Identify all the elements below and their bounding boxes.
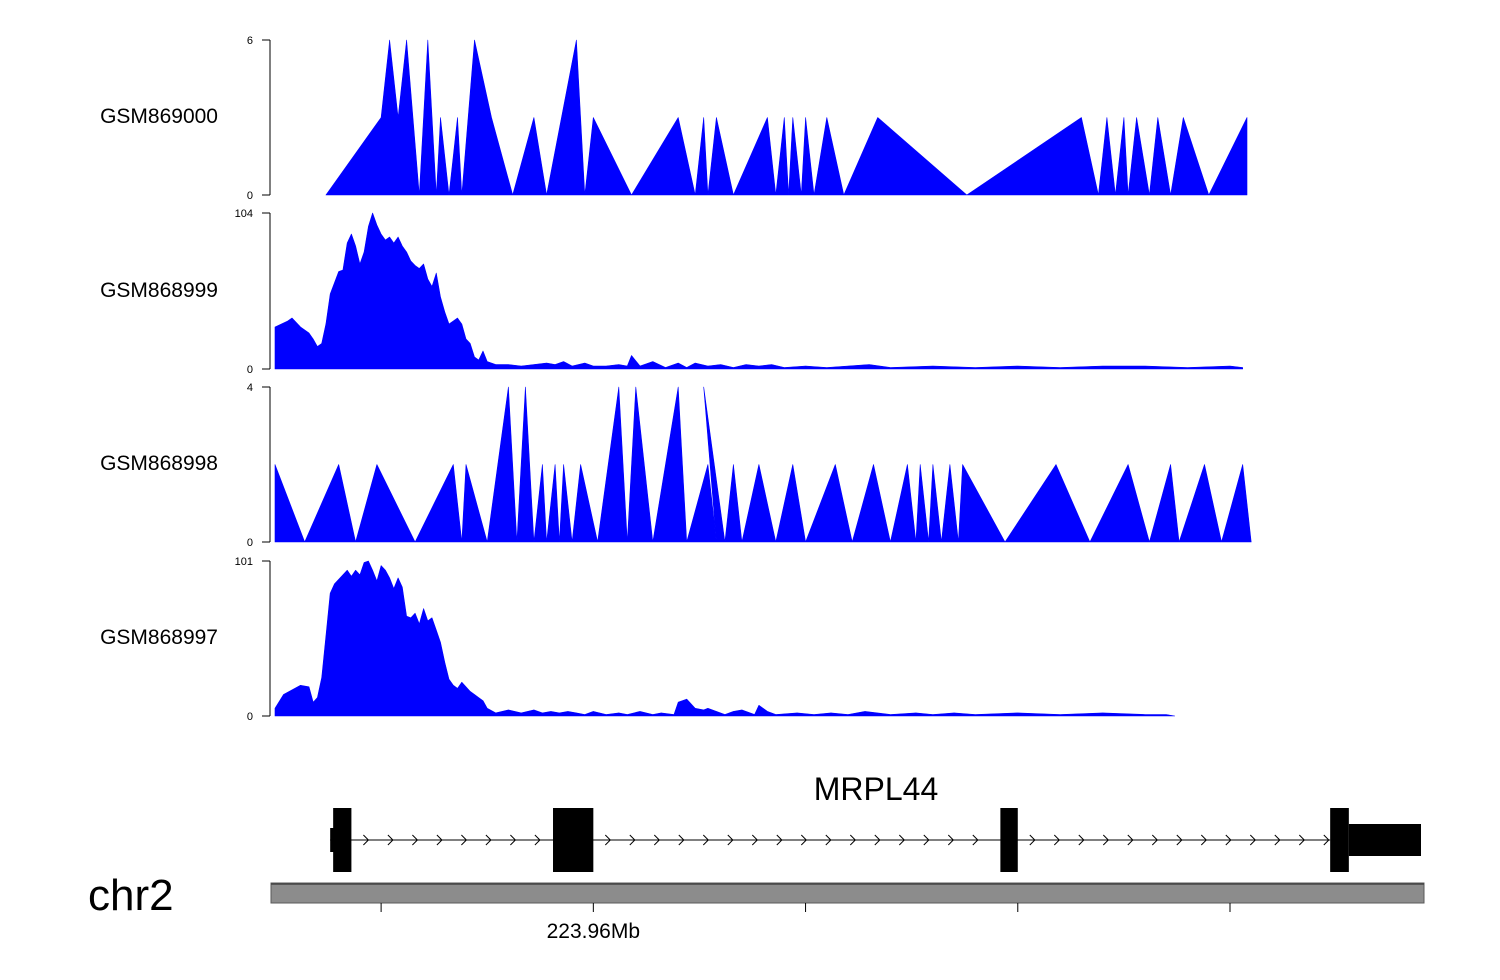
track-gsm868997: GSM868997 101 0: [100, 556, 1176, 723]
strand-chevron: [702, 834, 710, 846]
coverage-area: [325, 39, 1248, 196]
track-gsm868998: GSM868998 4 0: [100, 382, 1252, 549]
track-label: GSM868998: [100, 452, 218, 475]
strand-chevron: [972, 834, 979, 846]
strand-chevron: [653, 834, 661, 846]
strand-chevron: [825, 834, 832, 846]
coverage-area: [274, 560, 1176, 717]
exon-block: [1330, 808, 1349, 872]
strand-chevron: [604, 834, 612, 846]
track-gsm869000: GSM869000 6 0: [100, 35, 1248, 202]
exon-block: [333, 808, 352, 872]
utr-block: [1348, 824, 1421, 856]
y-tick-label-min: 0: [247, 711, 253, 723]
strand-chevron: [1274, 834, 1281, 846]
exon-block: [553, 808, 594, 872]
strand-chevron: [776, 834, 783, 846]
strand-chevron: [363, 834, 370, 846]
strand-chevron: [387, 834, 394, 846]
coverage-area: [274, 386, 1252, 543]
strand-chevron: [1200, 834, 1208, 846]
strand-chevron: [485, 834, 492, 846]
axis-tick-label: 223.96Mb: [547, 920, 640, 943]
gene-track: MRPL44: [330, 771, 1421, 872]
exon-cap: [330, 828, 335, 852]
y-tick-label-max: 6: [247, 35, 253, 47]
strand-chevron: [751, 834, 759, 846]
strand-chevron: [898, 834, 906, 846]
strand-chevron: [727, 834, 734, 846]
strand-chevron: [629, 834, 636, 846]
strand-chevron: [436, 834, 443, 846]
strand-chevron: [1127, 834, 1134, 846]
gene-name-label: MRPL44: [814, 771, 939, 807]
track-gsm868999: GSM868999 104 0: [100, 208, 1243, 376]
track-label: GSM868997: [100, 626, 218, 649]
strand-chevron: [1323, 834, 1330, 846]
strand-chevron: [1102, 834, 1110, 846]
strand-chevron: [1249, 834, 1257, 846]
chromosome-axis: chr2 223.96Mb: [88, 871, 1425, 943]
strand-chevron: [461, 834, 468, 846]
strand-chevron: [1225, 834, 1232, 846]
y-tick-label-max: 101: [235, 556, 253, 568]
strand-chevron: [1176, 834, 1183, 846]
y-tick-label-max: 4: [247, 382, 253, 394]
y-tick-label-min: 0: [247, 364, 253, 376]
strand-chevron: [800, 834, 808, 846]
strand-chevron: [1053, 834, 1061, 846]
chromosome-bar: [270, 882, 1425, 904]
strand-chevron: [1029, 834, 1036, 846]
strand-chevron: [874, 834, 881, 846]
track-label: GSM869000: [100, 105, 218, 128]
strand-chevron: [678, 834, 685, 846]
y-tick-label-max: 104: [235, 208, 253, 220]
track-label: GSM868999: [100, 279, 218, 302]
strand-chevron: [534, 834, 541, 846]
strand-chevron: [1078, 834, 1085, 846]
data-tracks: GSM86900060GSM8689991040GSM86899840GSM86…: [100, 35, 1252, 723]
y-tick-label-min: 0: [247, 190, 253, 202]
strand-chevron: [510, 834, 517, 846]
strand-chevron: [1151, 834, 1159, 846]
strand-chevron: [947, 834, 955, 846]
exon-block: [1000, 808, 1018, 872]
strand-chevron: [849, 834, 857, 846]
strand-chevron: [1298, 834, 1306, 846]
y-tick-label-min: 0: [247, 537, 253, 549]
strand-chevron: [923, 834, 930, 846]
coverage-area: [274, 212, 1243, 370]
chromosome-label: chr2: [88, 871, 174, 920]
strand-chevron: [412, 834, 419, 846]
